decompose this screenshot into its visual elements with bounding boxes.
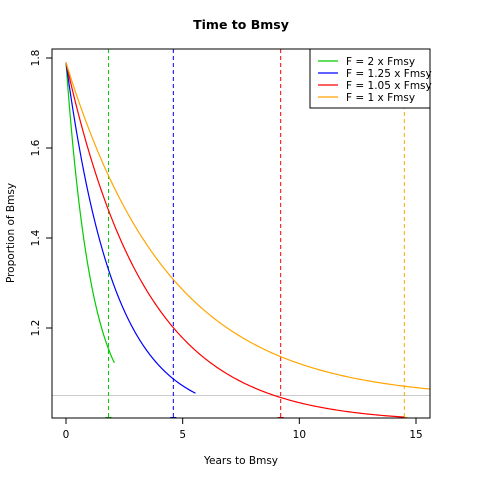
x-tick-label: 0 (63, 429, 70, 441)
series-f-1-x-fmsy (65, 62, 430, 390)
plot-area (52, 49, 430, 418)
y-tick-label: 1.6 (30, 139, 42, 156)
x-axis-label: Years to Bmsy (203, 455, 278, 467)
legend-label-f-1-x-fmsy: F = 1 x Fmsy (346, 92, 415, 104)
y-tick-label: 1.4 (30, 229, 42, 246)
chart-title: Time to Bmsy (193, 17, 289, 32)
y-tick-label: 1.8 (30, 50, 42, 67)
legend-label-f-1-25-x-fmsy: F = 1.25 x Fmsy (346, 68, 432, 80)
x-tick-label: 5 (179, 429, 186, 441)
y-axis: 1.2 1.4 1.6 1.8 (30, 50, 52, 337)
plot-frame (51, 48, 431, 419)
series-f-1-25-x-fmsy (65, 62, 196, 394)
legend-label-f-2-x-fmsy: F = 2 x Fmsy (346, 56, 415, 68)
y-axis-label: Proportion of Bmsy (5, 183, 17, 283)
x-axis: 0 5 10 15 (63, 418, 423, 441)
y-tick-label: 1.2 (30, 320, 42, 337)
series-f-2-x-fmsy (65, 62, 115, 364)
legend-box (309, 48, 431, 109)
legend-label-f-1-05-x-fmsy: F = 1.05 x Fmsy (346, 80, 432, 92)
series-f-1-05-x-fmsy (65, 62, 405, 418)
x-tick-label: 10 (293, 429, 306, 441)
x-tick-label: 15 (409, 429, 422, 441)
